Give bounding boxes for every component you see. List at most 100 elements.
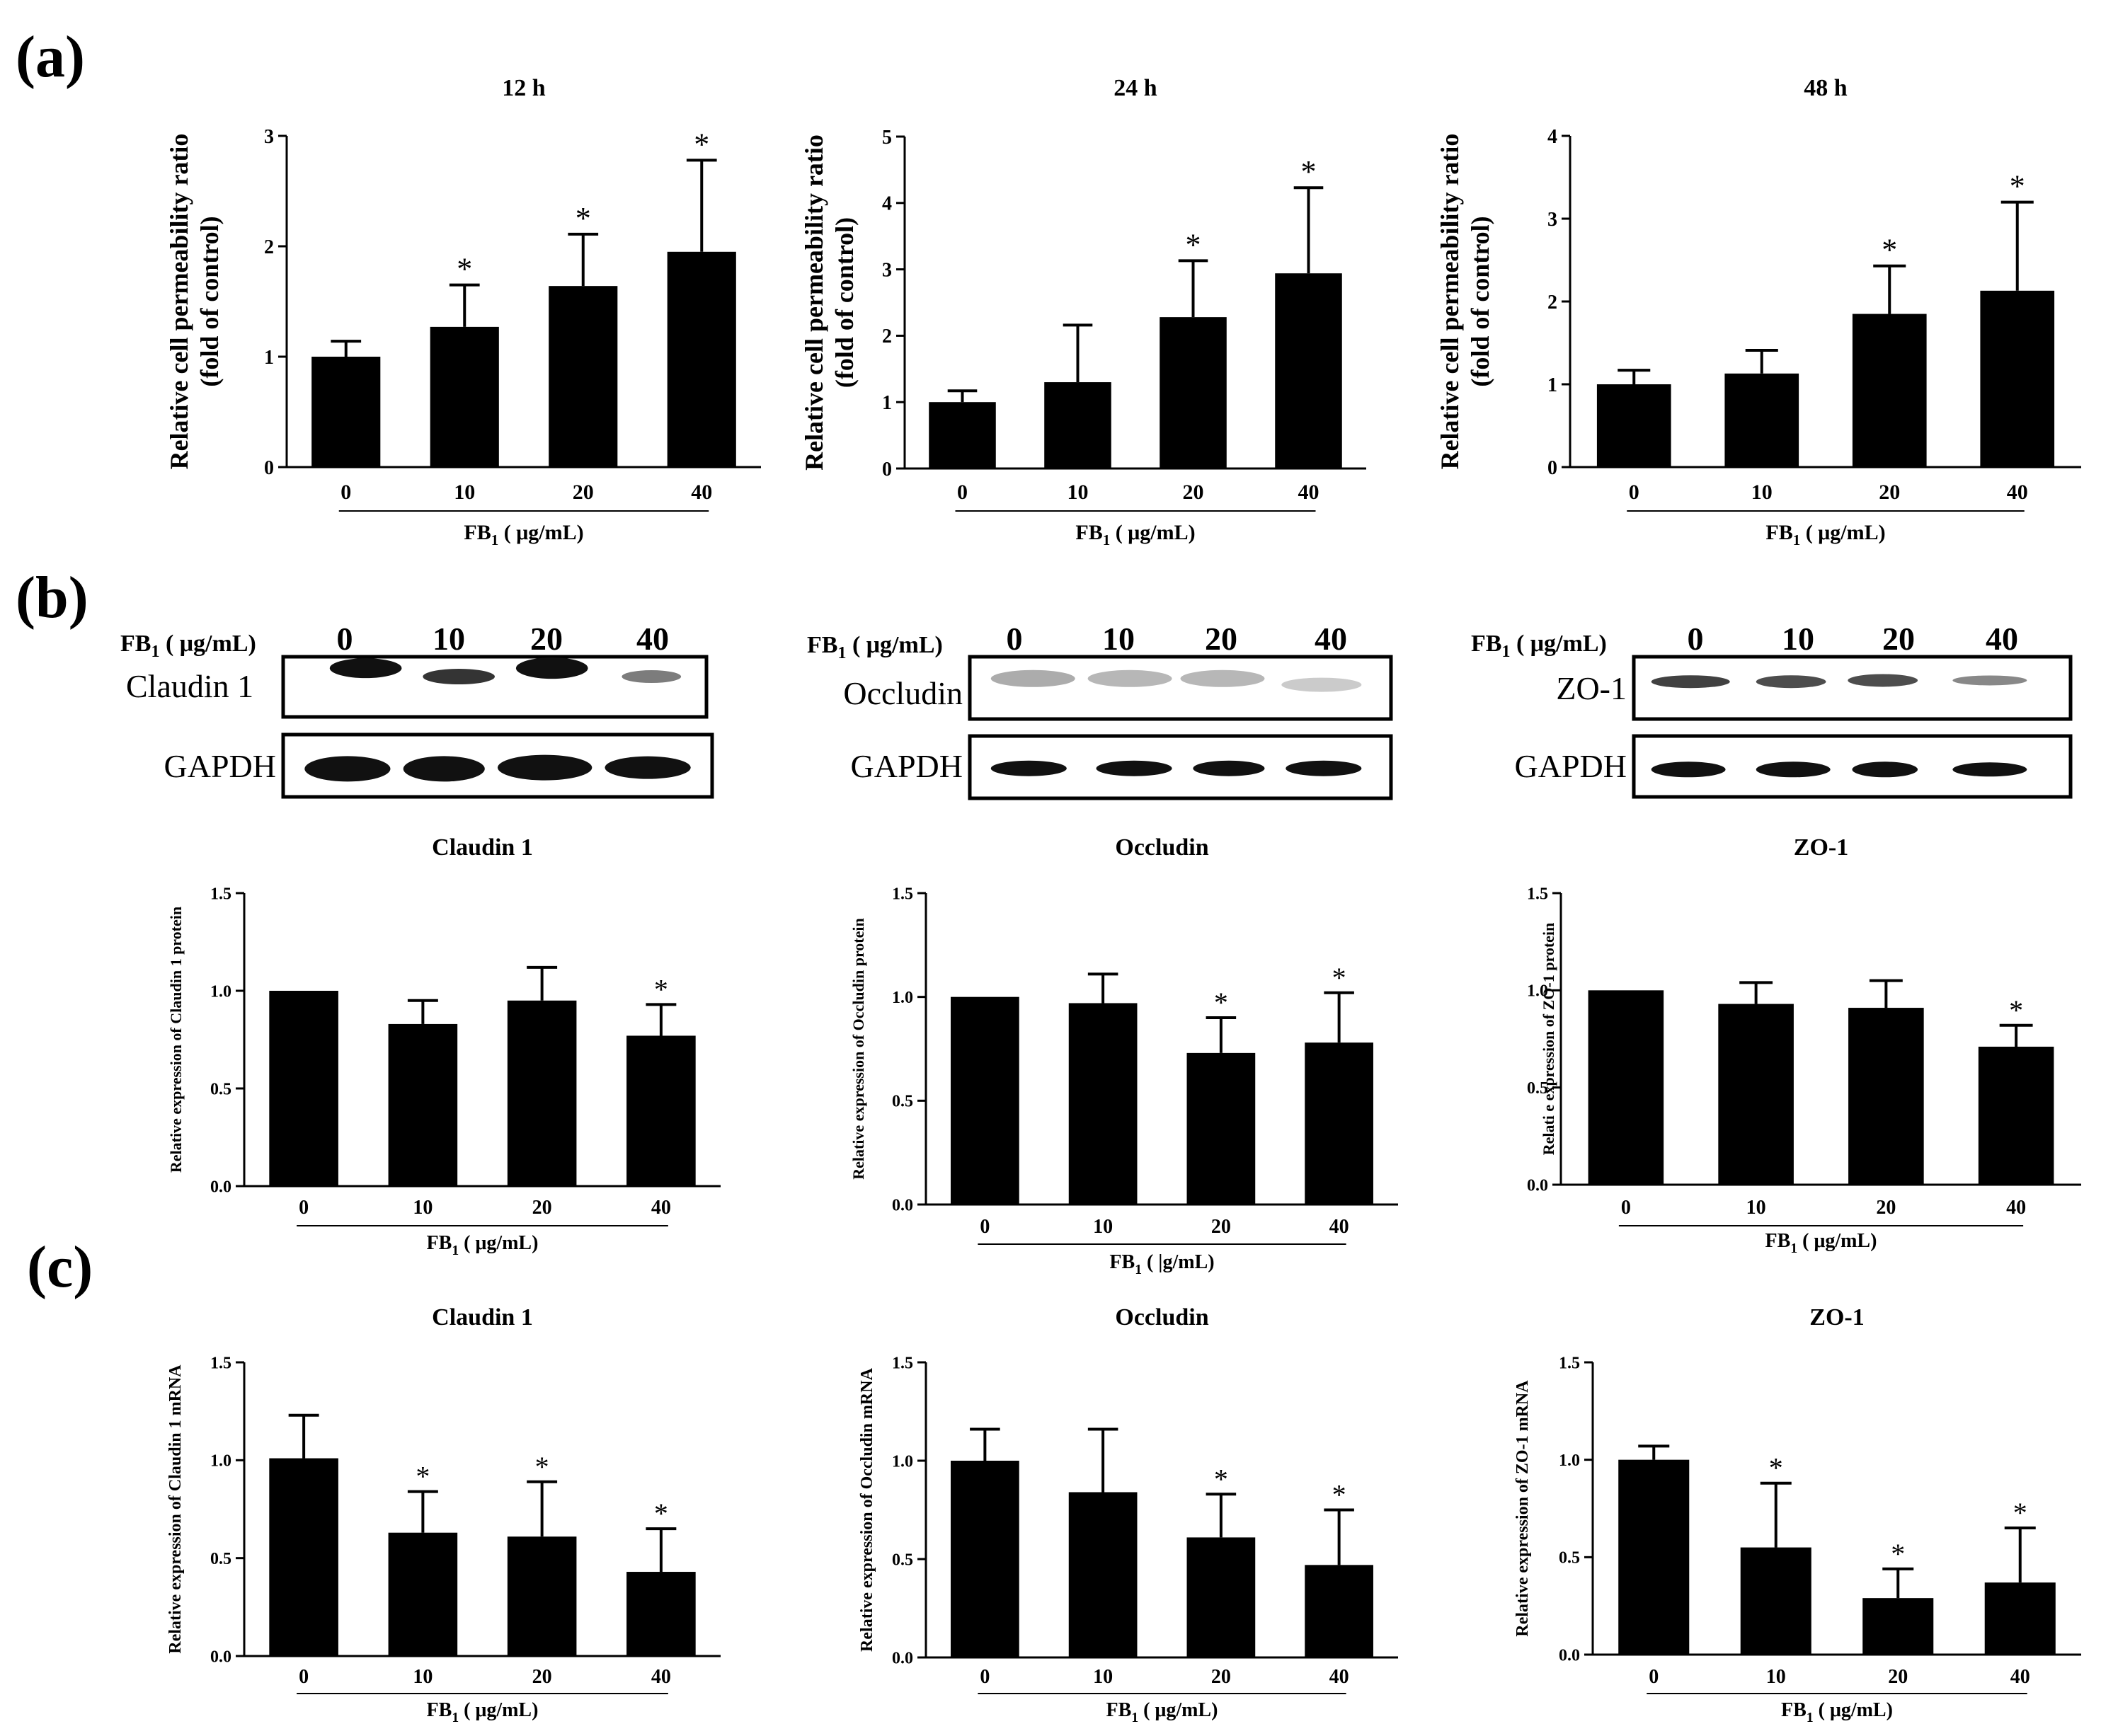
bar-0 (929, 402, 996, 469)
lane-label: 20 (530, 621, 563, 657)
y-tick-label: 1 (264, 347, 274, 369)
bar-0 (311, 357, 381, 467)
x-axis-label: FB1 ( μg/mL) (427, 1699, 539, 1725)
y-tick-label: 5 (882, 127, 892, 149)
bar-0 (269, 1458, 338, 1656)
bar-10 (1724, 373, 1799, 467)
x-axis-label: FB1 ( μg/mL) (1765, 521, 1885, 548)
x-tick-label: 20 (573, 481, 594, 504)
x-tick-label: 0 (340, 481, 351, 504)
loading-band (498, 754, 592, 781)
loading-band (1286, 760, 1362, 776)
y-tick-label: 3 (882, 259, 892, 281)
blot-3: FB1 ( μg/mL) 0 10 20 40 ZO-1 GAPDH (1471, 621, 2073, 799)
bar-40 (667, 251, 736, 467)
significance-star: * (654, 1498, 668, 1529)
y-tick-label: 0.0 (892, 1196, 913, 1214)
x-tick-label: 0 (1629, 481, 1639, 504)
bar-40 (1305, 1042, 1373, 1205)
significance-star: * (416, 1461, 430, 1493)
y-tick-label: 0.5 (1559, 1549, 1580, 1568)
x-tick-label: 10 (1746, 1197, 1766, 1219)
chart-c-7: Claudin 1 0.0 0.5 1.0 1.5 Relative expression… (166, 1304, 721, 1725)
blot-header: FB1 ( μg/mL) (120, 631, 256, 661)
y-tick-label: 1 (882, 392, 892, 414)
bar-0 (269, 991, 338, 1186)
y-tick-label: 1.5 (210, 885, 231, 903)
y-tick-label: 2 (264, 236, 274, 258)
chart-title: Occludin (1115, 834, 1208, 861)
x-tick-label: 20 (1183, 481, 1204, 504)
target-band (990, 669, 1075, 687)
x-axis-label: FB1 ( μg/mL) (1106, 1699, 1218, 1725)
x-tick-label: 20 (1888, 1666, 1908, 1688)
bar-10 (430, 326, 499, 467)
y-axis-label: Relative expression of ZO-1 mRNA (1513, 1380, 1532, 1637)
bar-40 (1305, 1565, 1373, 1657)
bar-10 (1044, 382, 1111, 469)
bar-0 (1596, 384, 1671, 467)
panel-label-b: (b) (16, 565, 88, 631)
lane-label: 40 (1986, 621, 2018, 657)
lane-label: 40 (1315, 621, 1347, 657)
y-axis-label: Relative expression of Occludin mRNA (858, 1367, 876, 1652)
x-tick-label: 0 (1621, 1197, 1631, 1219)
y-axis-label: (fold of control) (830, 217, 859, 388)
lane-label: 0 (337, 621, 353, 657)
x-tick-label: 40 (2007, 481, 2028, 504)
chart-title: ZO-1 (1809, 1304, 1864, 1330)
y-axis-label: Relative expression of Claudin 1 protein (167, 907, 185, 1173)
y-axis-label: Relative expression of Claudin 1 mRNA (166, 1364, 185, 1654)
x-tick-label: 0 (299, 1666, 309, 1688)
y-tick-label: 1.5 (892, 1354, 913, 1372)
bar-0 (1618, 1459, 1690, 1655)
y-tick-label: 0.5 (210, 1080, 231, 1098)
bar-40 (626, 1035, 696, 1186)
bar-20 (1852, 314, 1927, 467)
y-axis-label: Relative expression of Occludin protein (849, 918, 867, 1180)
loading-band (304, 756, 391, 782)
y-tick-label: 3 (1547, 209, 1557, 231)
lane-label: 20 (1205, 621, 1237, 657)
x-tick-label: 10 (1093, 1216, 1113, 1238)
target-band (1756, 675, 1826, 689)
y-axis-label: Relati e expression of ZO-1 protein (1540, 923, 1557, 1156)
lane-label: 0 (1688, 621, 1704, 657)
x-axis-label: FB1 ( |g/mL) (1109, 1251, 1214, 1277)
y-tick-label: 0 (882, 459, 892, 481)
x-tick-label: 0 (980, 1666, 990, 1688)
significance-star: * (654, 973, 668, 1005)
x-axis-label: FB1 ( μg/mL) (1781, 1699, 1893, 1725)
bar-40 (1978, 1046, 2054, 1185)
y-tick-label: 1.5 (892, 885, 913, 903)
chart-a-2: 24 h 0 1 2 3 4 5 Relative cell permeability rat… (800, 75, 1366, 548)
blot-header: FB1 ( μg/mL) (807, 632, 943, 662)
bar-0 (951, 1461, 1019, 1657)
target-band (423, 669, 495, 685)
y-tick-label: 1.0 (210, 1452, 231, 1471)
blot-2: FB1 ( μg/mL) 0 10 20 40 Occludin GAPDH (807, 621, 1393, 800)
chart-b-4: Claudin 1 0.0 0.5 1.0 1.5 Relative expression… (167, 834, 721, 1258)
y-tick-label: 3 (264, 126, 274, 148)
bar-40 (1275, 273, 1342, 469)
y-tick-label: 2 (882, 326, 892, 347)
loading-label: GAPDH (851, 748, 963, 784)
loading-band (1193, 760, 1265, 776)
chart-title: Claudin 1 (432, 834, 533, 861)
significance-star: * (1332, 1479, 1346, 1511)
chart-title: 12 h (502, 75, 546, 101)
y-tick-label: 1.5 (1527, 885, 1548, 903)
target-band (1281, 677, 1362, 692)
y-tick-label: 1.0 (1559, 1452, 1580, 1470)
y-tick-label: 0.0 (1527, 1176, 1548, 1195)
y-tick-label: 0.5 (892, 1551, 913, 1569)
bar-10 (388, 1023, 458, 1186)
bar-10 (388, 1532, 458, 1656)
loading-band (1852, 761, 1918, 778)
y-tick-label: 0.0 (892, 1649, 913, 1667)
x-tick-label: 20 (532, 1197, 552, 1219)
chart-title: ZO-1 (1794, 834, 1848, 861)
loading-label: GAPDH (1515, 748, 1627, 784)
target-blot-frame (1632, 655, 2073, 721)
bar-0 (951, 996, 1019, 1205)
